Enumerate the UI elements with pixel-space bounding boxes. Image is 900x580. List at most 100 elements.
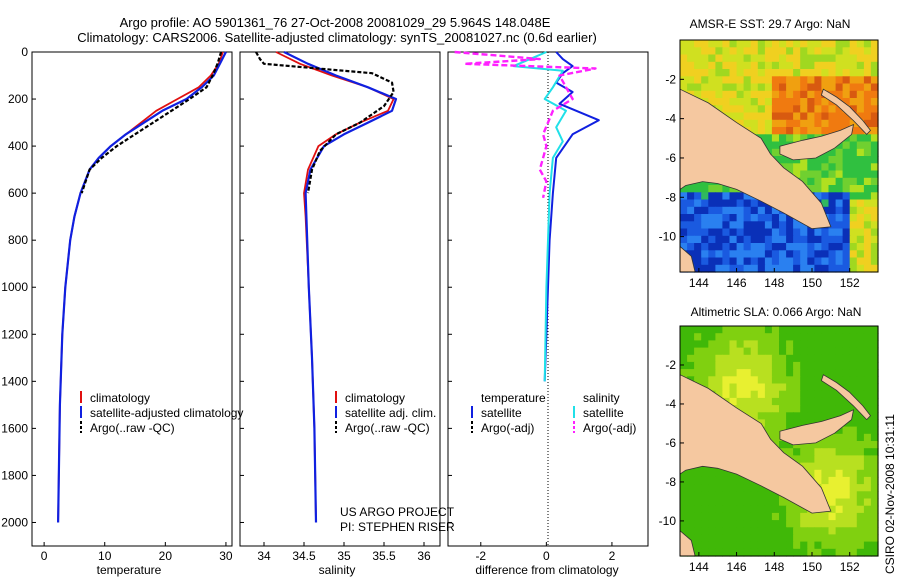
map-cell xyxy=(743,476,752,485)
map-cell xyxy=(729,40,738,48)
map-cell xyxy=(863,40,872,48)
map-cell xyxy=(779,390,787,399)
map-cell xyxy=(729,235,738,244)
map-x-tick-label: 146 xyxy=(727,276,747,290)
map-cell xyxy=(729,361,738,370)
map-cell xyxy=(779,347,787,356)
map-cell xyxy=(701,61,709,70)
map-cell xyxy=(835,156,844,164)
map-cell xyxy=(736,206,745,215)
map-cell xyxy=(828,455,837,464)
map-cell xyxy=(757,221,766,230)
map-cell xyxy=(729,469,738,478)
map-x-tick-label: 148 xyxy=(764,560,784,574)
map-cell xyxy=(856,185,865,193)
x-tick-label: 34.5 xyxy=(292,549,316,563)
map-cell xyxy=(828,177,837,186)
map-cell xyxy=(800,228,808,237)
map-cell xyxy=(863,192,872,201)
map-cell xyxy=(729,221,738,230)
map-cell xyxy=(821,83,830,92)
map-cell xyxy=(821,199,830,208)
map-cell xyxy=(729,98,738,106)
map-cell xyxy=(821,412,830,421)
temperature-panel: 0 10 20 30 0 200 400 600 800 1000 1200 1400 1600 1800… xyxy=(1,45,243,577)
map-cell xyxy=(743,112,752,121)
map-cell xyxy=(828,333,837,341)
map-cell xyxy=(856,520,865,528)
map-cell xyxy=(736,61,745,70)
map-cell xyxy=(771,47,780,56)
map-cell xyxy=(743,491,752,500)
map-cell xyxy=(800,541,808,550)
map-cell xyxy=(750,376,759,385)
map-cell xyxy=(736,405,745,413)
map-cell xyxy=(863,170,872,179)
map-cell xyxy=(729,61,738,70)
map-cell xyxy=(708,185,716,193)
map-cell xyxy=(793,520,801,528)
map-cell xyxy=(856,498,865,507)
map-cell xyxy=(835,405,844,413)
map-cell xyxy=(701,47,709,56)
map-cell xyxy=(771,397,780,406)
map-cell xyxy=(729,333,738,341)
map-cell xyxy=(821,455,830,464)
map-cell xyxy=(870,520,879,528)
map-cell xyxy=(729,257,738,266)
map-cell xyxy=(757,541,766,550)
map-cell xyxy=(800,369,808,377)
map-cell xyxy=(687,527,695,536)
map-cell xyxy=(828,527,837,536)
map-cell xyxy=(870,192,879,201)
legend-label-satellite: satellite-adjusted climatology xyxy=(90,406,243,420)
map-cell xyxy=(842,214,851,222)
map-cell xyxy=(835,397,844,406)
map-cell xyxy=(800,383,808,392)
map-cell xyxy=(680,235,688,244)
map-cell xyxy=(750,235,759,244)
map-cell xyxy=(722,90,731,99)
map-cell xyxy=(835,505,844,514)
map-cell xyxy=(793,61,801,70)
map-cell xyxy=(694,90,702,99)
map-cell xyxy=(729,206,738,215)
map-cell xyxy=(736,376,745,385)
map-cell xyxy=(764,54,773,63)
map-cell xyxy=(842,369,851,377)
map-cell xyxy=(750,40,759,48)
map-cell xyxy=(849,199,858,208)
map-cell xyxy=(821,243,830,251)
map-cell xyxy=(771,326,780,334)
map-cell xyxy=(687,250,695,259)
map-cell xyxy=(800,170,808,179)
map-cell xyxy=(757,206,766,215)
map-cell xyxy=(800,333,808,341)
map-cell xyxy=(814,264,823,273)
map-cell xyxy=(708,54,716,63)
map-cell xyxy=(722,512,731,521)
map-cell xyxy=(701,347,709,356)
map-cell xyxy=(821,462,830,471)
map-cell xyxy=(807,156,815,164)
map-cell xyxy=(856,448,865,456)
map-cell xyxy=(701,512,709,521)
map-cell xyxy=(807,264,815,273)
map-cell xyxy=(800,257,808,266)
map-cell xyxy=(814,105,823,114)
map-cell xyxy=(842,455,851,464)
map-cell xyxy=(793,250,801,259)
map-x-tick-label: 146 xyxy=(727,560,747,574)
map-cell xyxy=(757,484,766,492)
map-cell xyxy=(771,141,780,150)
map-cell xyxy=(779,326,787,334)
map-cell xyxy=(814,369,823,377)
map-cell xyxy=(771,333,780,341)
map-cell xyxy=(771,412,780,421)
map-cell xyxy=(849,476,858,485)
map-cell xyxy=(771,505,780,514)
map-cell xyxy=(694,469,702,478)
legend-label-climatology: climatology xyxy=(90,391,150,405)
map-cell xyxy=(743,520,752,528)
